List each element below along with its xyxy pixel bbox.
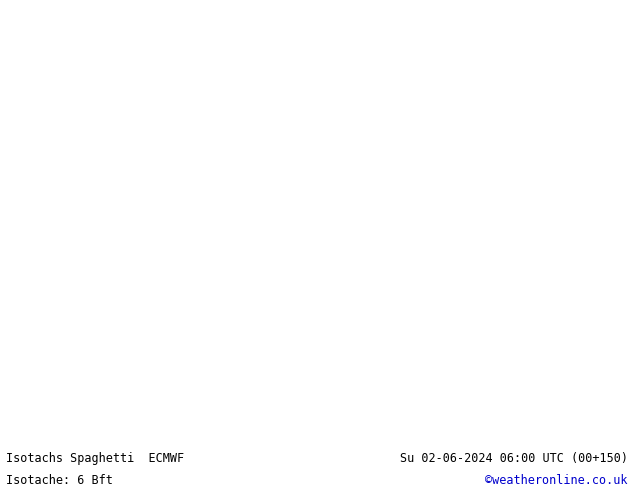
Text: Su 02-06-2024 06:00 UTC (00+150): Su 02-06-2024 06:00 UTC (00+150) — [399, 452, 628, 465]
Text: 30W: 30W — [310, 435, 324, 443]
Text: 50W: 50W — [183, 435, 197, 443]
Text: 20E: 20E — [627, 435, 634, 443]
Polygon shape — [349, 73, 425, 98]
Text: 0: 0 — [505, 435, 510, 443]
Polygon shape — [0, 0, 222, 138]
Text: 60W: 60W — [120, 435, 134, 443]
Text: 70W: 70W — [56, 435, 70, 443]
Polygon shape — [0, 0, 222, 446]
Circle shape — [408, 376, 416, 386]
Polygon shape — [495, 308, 634, 446]
Text: 10W: 10W — [437, 435, 451, 443]
Text: Isotachs Spaghetti  ECMWF: Isotachs Spaghetti ECMWF — [6, 452, 184, 465]
Polygon shape — [444, 122, 495, 203]
Text: ©weatheronline.co.uk: ©weatheronline.co.uk — [485, 474, 628, 487]
Text: 20W: 20W — [373, 435, 387, 443]
Text: Isotache: 6 Bft: Isotache: 6 Bft — [6, 474, 113, 487]
Polygon shape — [444, 0, 634, 365]
Text: 80W: 80W — [0, 435, 7, 443]
Text: 40W: 40W — [247, 435, 261, 443]
Text: 10E: 10E — [564, 435, 578, 443]
Circle shape — [325, 294, 335, 306]
Polygon shape — [0, 389, 127, 446]
